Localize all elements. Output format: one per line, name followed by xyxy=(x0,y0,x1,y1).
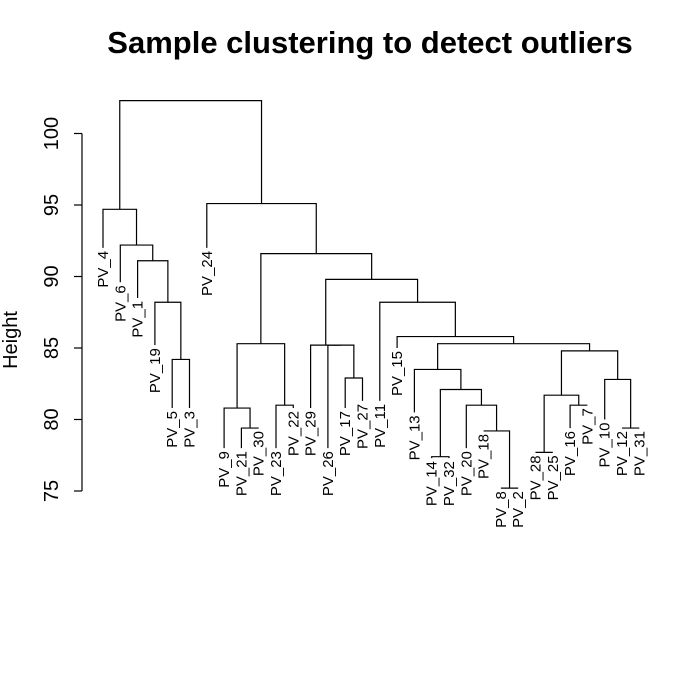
leaf-label: PV_4 xyxy=(95,251,112,288)
leaf-label: PV_27 xyxy=(355,404,372,449)
leaf-label: PV_17 xyxy=(337,411,354,456)
leaf-label: PV_8 xyxy=(493,491,510,528)
branch-merge xyxy=(260,253,373,344)
branch-merge xyxy=(119,100,263,210)
leaf-label: PV_12 xyxy=(614,431,631,476)
leaf-label: PV_22 xyxy=(285,411,302,456)
y-tick-label: 80 xyxy=(41,408,63,430)
leaf-label: PV_30 xyxy=(251,431,268,476)
dendrogram-branches xyxy=(102,100,640,489)
branch-merge xyxy=(483,430,511,489)
branch-merge xyxy=(137,260,169,303)
y-tick-label: 100 xyxy=(41,117,63,150)
leaf-label: PV_11 xyxy=(372,404,389,448)
y-tick-label: 85 xyxy=(41,337,63,359)
branch-merge xyxy=(206,202,317,254)
branch-merge xyxy=(310,344,341,409)
leaf-label: PV_5 xyxy=(164,411,181,448)
branch-merge xyxy=(171,358,191,409)
leaf-label: PV_21 xyxy=(233,451,250,496)
leaf-label: PV_18 xyxy=(476,434,493,479)
branch-merge xyxy=(236,343,286,409)
leaf-label: PV_31 xyxy=(631,431,648,476)
leaf-label: PV_13 xyxy=(406,415,423,460)
branch-merge xyxy=(413,368,462,413)
branch-merge xyxy=(119,244,154,283)
leaf-label: PV_28 xyxy=(528,455,545,500)
leaf-label: PV_19 xyxy=(147,348,164,393)
leaf-label: PV_25 xyxy=(545,455,562,500)
leaf-label: PV_9 xyxy=(216,451,233,488)
branch-merge xyxy=(437,343,591,370)
branch-merge xyxy=(325,278,419,346)
leaf-label: PV_2 xyxy=(510,491,527,528)
leaf-label: PV_7 xyxy=(579,408,596,445)
branch-merge xyxy=(569,404,588,429)
leaf-label: PV_24 xyxy=(199,251,216,296)
branch-merge xyxy=(344,377,364,409)
branch-merge xyxy=(431,456,450,459)
leaf-label: PV_29 xyxy=(303,411,320,456)
leaf-label: PV_14 xyxy=(424,461,441,506)
y-tick-label: 75 xyxy=(41,480,63,502)
branch-merge xyxy=(396,335,515,348)
leaf-label: PV_26 xyxy=(320,451,337,496)
leaf-label: PV_23 xyxy=(268,451,285,496)
branch-merge xyxy=(560,350,619,396)
branch-merge xyxy=(604,378,632,429)
y-axis: 75 80 85 90 95 100 xyxy=(41,117,83,502)
branch-merge xyxy=(102,208,138,248)
y-axis-label: Height xyxy=(0,311,22,369)
y-tick-label: 90 xyxy=(41,265,63,287)
leaf-label: PV_20 xyxy=(458,451,475,496)
leaf-label: PV_15 xyxy=(389,351,406,396)
leaf-label: PV_1 xyxy=(130,301,147,338)
leaf-label: PV_16 xyxy=(562,431,579,476)
chart-title: Sample clustering to detect outliers xyxy=(107,25,632,60)
y-tick-label: 95 xyxy=(41,194,63,216)
branch-merge xyxy=(240,427,259,449)
leaf-label: PV_6 xyxy=(112,285,129,322)
leaf-label: PV_3 xyxy=(182,411,199,448)
leaf-label: PV_32 xyxy=(441,461,458,506)
leaf-label: PV_10 xyxy=(597,423,614,468)
